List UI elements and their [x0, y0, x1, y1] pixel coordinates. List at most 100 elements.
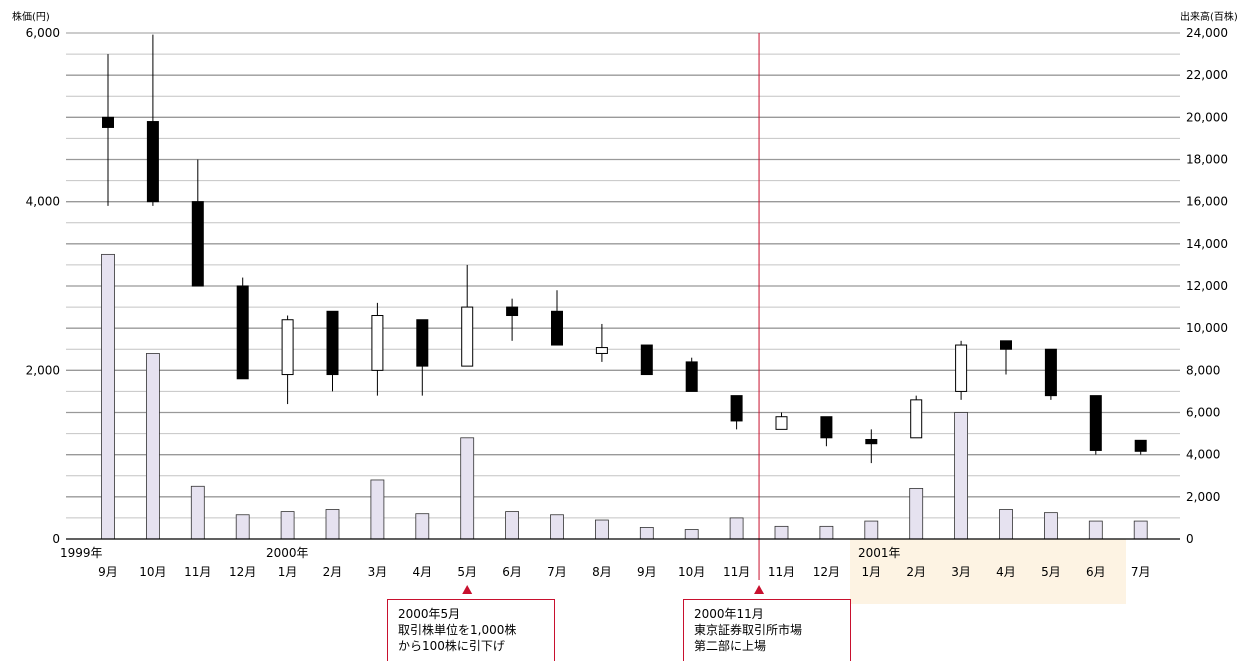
volume-bar — [101, 253, 115, 540]
volume-bar — [235, 514, 250, 540]
annotation-nov-2000: 2000年11月 東京証券取引所市場 第二部に上場 — [683, 599, 851, 661]
volume-bar — [595, 519, 609, 540]
candle-body — [236, 285, 249, 380]
volume-bar — [370, 479, 385, 540]
volume-bar — [1133, 520, 1148, 540]
month-label: 2月 — [323, 565, 343, 579]
month-label: 10月 — [678, 565, 705, 579]
left-tick-label: 2,000 — [26, 363, 60, 377]
month-label: 2月 — [906, 565, 926, 579]
month-label: 9月 — [637, 565, 657, 579]
month-label: 11月 — [723, 565, 750, 579]
month-label: 8月 — [592, 565, 612, 579]
volume-bar — [460, 437, 475, 540]
month-label: 5月 — [457, 565, 477, 579]
month-label: 11月 — [768, 565, 795, 579]
volume-bars — [101, 253, 1148, 540]
candle-body — [685, 361, 698, 392]
annotation-line: 2000年5月 — [398, 607, 461, 621]
volume-bar — [190, 485, 205, 540]
month-label: 9月 — [98, 565, 118, 579]
left-axis-title: 株価(円) — [12, 10, 50, 23]
volume-bar — [729, 517, 744, 540]
month-label: 4月 — [996, 565, 1016, 579]
candle-body — [191, 201, 204, 287]
volume-bar — [909, 487, 924, 540]
grid-lines — [66, 32, 1180, 519]
month-label: 5月 — [1041, 565, 1061, 579]
volume-bar — [774, 525, 789, 540]
right-tick-label: 14,000 — [1186, 237, 1228, 251]
right-tick-label: 22,000 — [1186, 68, 1228, 82]
right-tick-label: 2,000 — [1186, 490, 1220, 504]
volume-bar — [999, 509, 1013, 540]
right-tick-labels: 0 2,000 4,000 6,000 8,000 10,000 12,000 14,000 1… — [1186, 26, 1228, 546]
month-label: 7月 — [1131, 565, 1151, 579]
volume-bar — [1044, 512, 1058, 540]
candle-body — [1134, 439, 1147, 452]
month-label: 4月 — [412, 565, 432, 579]
event-marker-triangle — [462, 585, 473, 594]
right-axis-title: 出来高(百株) — [1180, 10, 1238, 23]
highlight-2001-region — [850, 539, 1126, 604]
month-label: 6月 — [502, 565, 522, 579]
candle-body — [955, 344, 968, 392]
month-label: 1月 — [861, 565, 881, 579]
volume-bar — [550, 514, 564, 540]
right-tick-label: 0 — [1186, 532, 1194, 546]
candle-body — [281, 319, 294, 376]
month-label: 11月 — [184, 565, 211, 579]
x-axis-labels: 9月 10月 11月 12月 1月 2月 3月 4月 5月 6月 7月 8月 9月 10月 11月 11月 12… — [60, 546, 1151, 579]
candle-body — [326, 310, 339, 376]
candle-body — [1000, 340, 1012, 350]
left-tick-label: 0 — [52, 532, 60, 546]
candle-body — [416, 319, 429, 367]
right-tick-label: 20,000 — [1186, 110, 1228, 124]
month-label: 3月 — [951, 565, 971, 579]
right-tick-label: 10,000 — [1186, 321, 1228, 335]
year-label: 2000年 — [266, 546, 309, 560]
month-label: 1月 — [278, 565, 298, 579]
annotation-line: 2000年11月 — [694, 607, 764, 621]
volume-bar — [280, 511, 295, 540]
right-tick-label: 16,000 — [1186, 195, 1228, 209]
right-tick-label: 12,000 — [1186, 279, 1228, 293]
volume-bar — [145, 353, 160, 540]
month-label: 7月 — [547, 565, 567, 579]
volume-bar — [864, 520, 879, 540]
volume-bar — [505, 511, 520, 540]
candle-body — [730, 395, 743, 422]
year-label: 2001年 — [858, 546, 901, 560]
candle-body — [595, 347, 608, 354]
event-markers — [462, 585, 765, 594]
annotation-line: から100株に引下げ — [398, 639, 505, 653]
volume-bar — [684, 529, 699, 540]
candle-body — [1089, 395, 1102, 451]
volume-bar — [1088, 520, 1103, 540]
month-label: 12月 — [229, 565, 256, 579]
volume-bar — [954, 412, 968, 540]
left-tick-label: 4,000 — [26, 195, 60, 209]
candle-body — [102, 116, 114, 128]
candle-body — [461, 306, 474, 367]
year-label: 1999年 — [60, 546, 103, 560]
candle-body — [820, 416, 833, 439]
volume-bar — [415, 513, 430, 540]
annotation-line: 第二部に上場 — [694, 639, 767, 653]
right-tick-label: 8,000 — [1186, 363, 1220, 377]
candle-body — [551, 310, 563, 346]
event-marker-triangle — [754, 585, 765, 594]
candle-body — [506, 306, 519, 317]
candle-body — [775, 416, 788, 430]
left-tick-labels: 0 2,000 4,000 6,000 — [26, 26, 60, 546]
annotation-line: 取引株単位を1,000株 — [398, 623, 517, 637]
volume-bar — [639, 527, 654, 540]
annotation-may-2000: 2000年5月 取引株単位を1,000株 から100株に引下げ — [387, 599, 555, 661]
candle-body — [146, 121, 159, 203]
candle-body — [371, 315, 384, 371]
candle-body — [865, 438, 878, 445]
right-tick-label: 4,000 — [1186, 448, 1220, 462]
month-label: 6月 — [1086, 565, 1106, 579]
right-tick-label: 18,000 — [1186, 153, 1228, 167]
